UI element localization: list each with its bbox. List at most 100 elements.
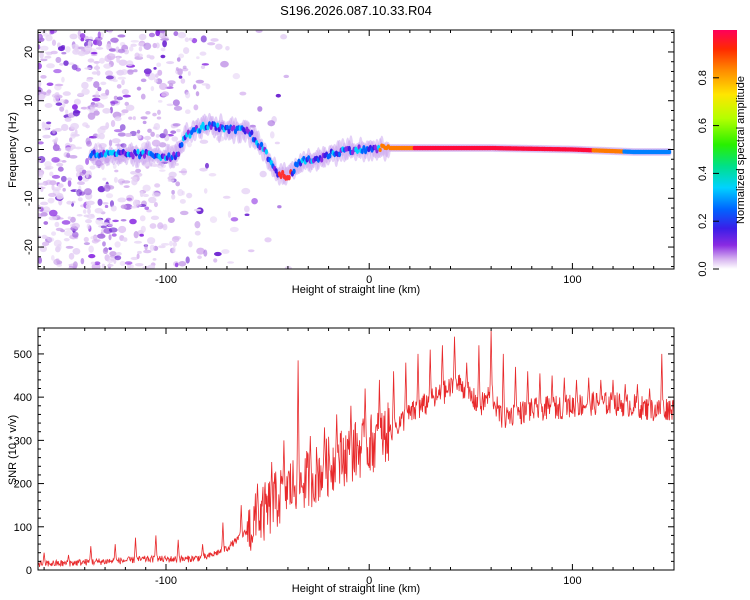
spectrogram-noise-blob	[70, 122, 80, 130]
spectrogram-noise-blob	[48, 192, 57, 198]
spectrogram-noise-blob	[95, 36, 103, 41]
spectrogram-noise-blob	[80, 258, 85, 265]
spectrogram-noise-blob	[71, 222, 80, 230]
spectrogram-noise-blob	[72, 109, 80, 117]
spectrogram-noise-blob	[55, 56, 62, 64]
spectrogram-noise-blob	[57, 183, 64, 188]
spectrogram-noise-blob	[171, 236, 180, 243]
spectrogram-noise-blob	[122, 237, 128, 242]
spectrogram-noise-blob	[147, 237, 156, 245]
spectrogram-noise-blob	[109, 100, 119, 105]
spectrogram-noise-blob	[177, 189, 184, 197]
spectrogram-noise-blob	[153, 122, 161, 131]
spectrogram-noise-blob	[177, 31, 187, 39]
spectrogram-noise-blob	[115, 70, 125, 74]
snr-x-tick-label: 0	[366, 575, 372, 587]
spectrogram-noise-blob	[81, 169, 87, 175]
spectrogram-noise-blob	[93, 239, 101, 242]
spectrogram-noise-blob	[97, 86, 102, 92]
spectrogram-noise-blob	[95, 47, 104, 50]
spectrogram-noise-blob	[171, 189, 175, 195]
spectrogram-noise-blob	[175, 67, 179, 71]
spectrogram-noise-blob	[170, 130, 177, 134]
spectrogram-noise-blob	[114, 255, 122, 261]
spectrogram-noise-blob	[139, 215, 146, 222]
spectrogram-noise-blob	[136, 129, 141, 134]
spectrogram-noise-blob	[40, 212, 48, 217]
spectrogram-noise-blob	[48, 216, 58, 221]
spectrogram-noise-blob	[139, 233, 144, 237]
spectrogram-noise-blob	[81, 81, 89, 90]
spectrogram-noise-blob	[150, 85, 155, 92]
spectrogram-ridge-core	[167, 152, 171, 158]
colorbar-ticks: 0.0 0.2 0.4 0.6 0.8	[697, 70, 719, 277]
snr-series-line	[38, 330, 674, 568]
spectrogram-noise-blob	[43, 32, 50, 37]
spectrogram-noise-blob	[76, 189, 83, 197]
spectrogram-noise-blob	[165, 86, 174, 90]
spectrogram-noise-blob	[90, 235, 98, 240]
spectrogram-noise-blob	[83, 214, 90, 218]
spectrogram-ridge-core	[131, 153, 135, 160]
spectrogram-noise-blob	[71, 44, 79, 49]
spectrogram-noise-blob	[58, 62, 65, 66]
spectrogram-noise-blob	[52, 187, 62, 191]
spectrogram-noise-blob	[80, 106, 88, 110]
spectrogram-noise-blob	[61, 220, 71, 225]
spectrogram-noise-blob	[191, 37, 198, 44]
spectrogram-ridge-core	[232, 124, 236, 131]
spectrogram-noise-blob	[84, 39, 94, 42]
spectrogram-noise-blob	[274, 141, 280, 145]
spectrogram-noise-blob	[194, 221, 201, 229]
spectrogram-noise-blob	[110, 205, 117, 212]
spectrogram-noise-blob	[184, 37, 189, 43]
spectrogram-x-axis-label: Height of straight line (km)	[292, 284, 420, 296]
spectrogram-noise-blob	[160, 54, 166, 59]
spectrogram-noise-blob	[251, 198, 258, 205]
spectrogram-noise-blob	[158, 245, 166, 249]
spectrogram-noise-blob	[44, 51, 53, 55]
spectrogram-ridge-core	[264, 149, 268, 155]
spectrogram-noise-blob	[71, 104, 78, 110]
spectrogram-noise-blob	[46, 121, 52, 125]
spectrogram-noise-blob	[142, 184, 151, 192]
spectrogram-noise-blob	[196, 56, 200, 60]
spectrogram-ridge-core	[142, 153, 147, 159]
spectrogram-noise-blob	[40, 58, 48, 62]
spectrogram-noise-blob	[135, 172, 143, 177]
spectrogram-noise-blob	[84, 188, 92, 196]
spectrogram-noise-blob	[48, 209, 58, 217]
spectrogram-noise-blob	[39, 201, 49, 206]
spectrogram-noise-blob	[117, 132, 126, 137]
spectrogram-noise-blob	[107, 30, 113, 34]
spectrogram-noise-blob	[197, 255, 202, 260]
spectrogram-noise-blob	[196, 247, 205, 255]
snr-plot-area	[38, 330, 674, 568]
spectrogram-noise-blob	[101, 222, 110, 226]
figure-title: S196.2026.087.10.33.R04	[280, 3, 432, 18]
spectrogram-noise-blob	[57, 166, 64, 172]
spectrogram-ridge-core	[320, 156, 324, 163]
spectrogram-noise-blob	[124, 261, 133, 265]
spectrogram-noise-blob	[134, 262, 144, 267]
spectrogram-ridge-core	[250, 129, 254, 136]
spectrogram-noise-blob	[72, 231, 79, 238]
spectrogram-noise-blob	[130, 264, 134, 269]
spectrogram-noise-blob	[193, 208, 202, 212]
spectrogram-ridge-core	[667, 149, 672, 155]
spectrogram-noise-blob	[83, 236, 89, 243]
spectrogram-noise-blob	[184, 109, 191, 115]
spectrogram-noise-blob	[109, 251, 117, 257]
spectrogram-noise-blob	[72, 200, 76, 204]
spectrogram-noise-blob	[148, 196, 157, 204]
spectrogram-noise-blob	[68, 62, 75, 66]
spectrogram-noise-blob	[88, 245, 94, 253]
spectrogram-noise-blob	[172, 246, 176, 253]
spectrogram-noise-blob	[56, 162, 64, 167]
spectrogram-noise-blob	[181, 67, 189, 72]
spectrogram-noise-blob	[171, 136, 179, 142]
spectrogram-noise-blob	[154, 78, 158, 83]
spectrogram-noise-blob	[86, 200, 95, 206]
spectrogram-noise-blob	[72, 248, 81, 255]
spectrogram-noise-blob	[121, 79, 125, 86]
